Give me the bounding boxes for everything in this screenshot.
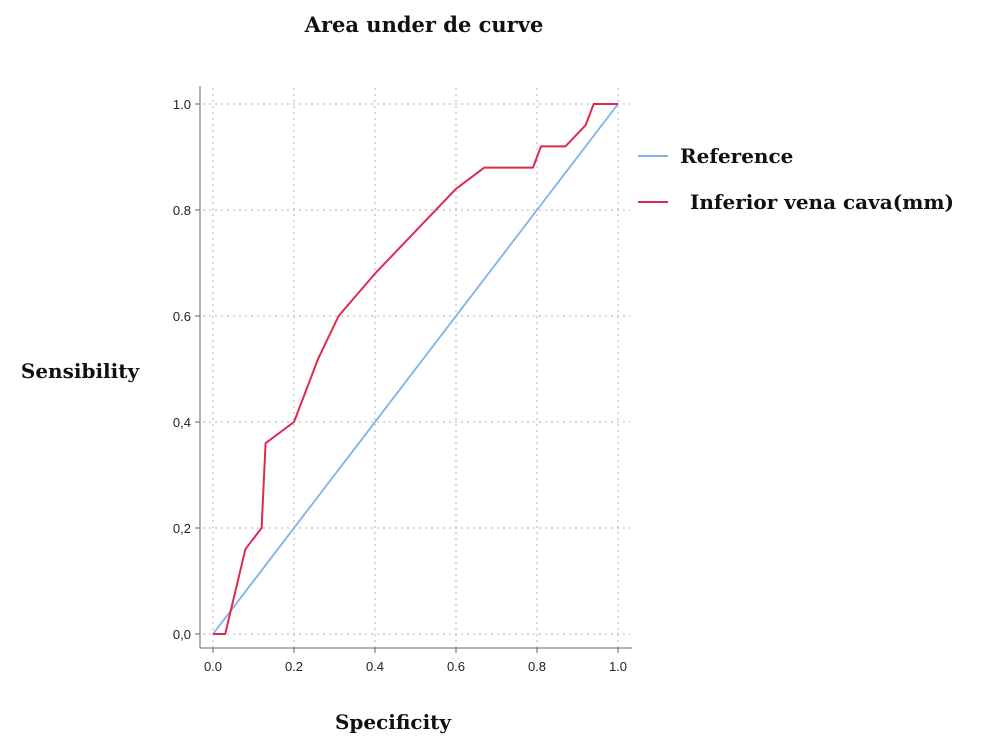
x-tick-label: 1.0 [609, 659, 627, 674]
x-axis-title: Specificity [335, 710, 452, 734]
legend-label: Reference [680, 144, 793, 168]
chart-title: Area under de curve [304, 12, 544, 37]
x-tick-label: 0.8 [528, 659, 546, 674]
axes: 0.0 0.2 0.4 0.6 0.8 1.0 0,0 0,2 0,4 0.6 0.8 1.0 [173, 86, 632, 674]
gridlines [197, 88, 630, 648]
x-tick-label: 0.4 [366, 659, 384, 674]
y-tick-label: 1.0 [173, 97, 191, 112]
y-tick-label: 0.8 [173, 203, 191, 218]
y-tick-label: 0,2 [173, 521, 191, 536]
series-lines [212, 103, 619, 635]
x-tick-label: 0.6 [447, 659, 465, 674]
series-line-reference [212, 103, 619, 635]
x-tick-label: 0.2 [285, 659, 303, 674]
y-tick-label: 0,4 [173, 415, 191, 430]
y-axis-title: Sensibility [21, 359, 141, 383]
legend-label: Inferior vena cava(mm) [690, 190, 954, 214]
y-tick-label: 0,0 [173, 627, 191, 642]
y-tick-label: 0.6 [173, 309, 191, 324]
legend: Reference Inferior vena cava(mm) [638, 144, 954, 214]
x-tick-label: 0.0 [204, 659, 222, 674]
series-line-inferior-vena-cava [213, 103, 618, 635]
